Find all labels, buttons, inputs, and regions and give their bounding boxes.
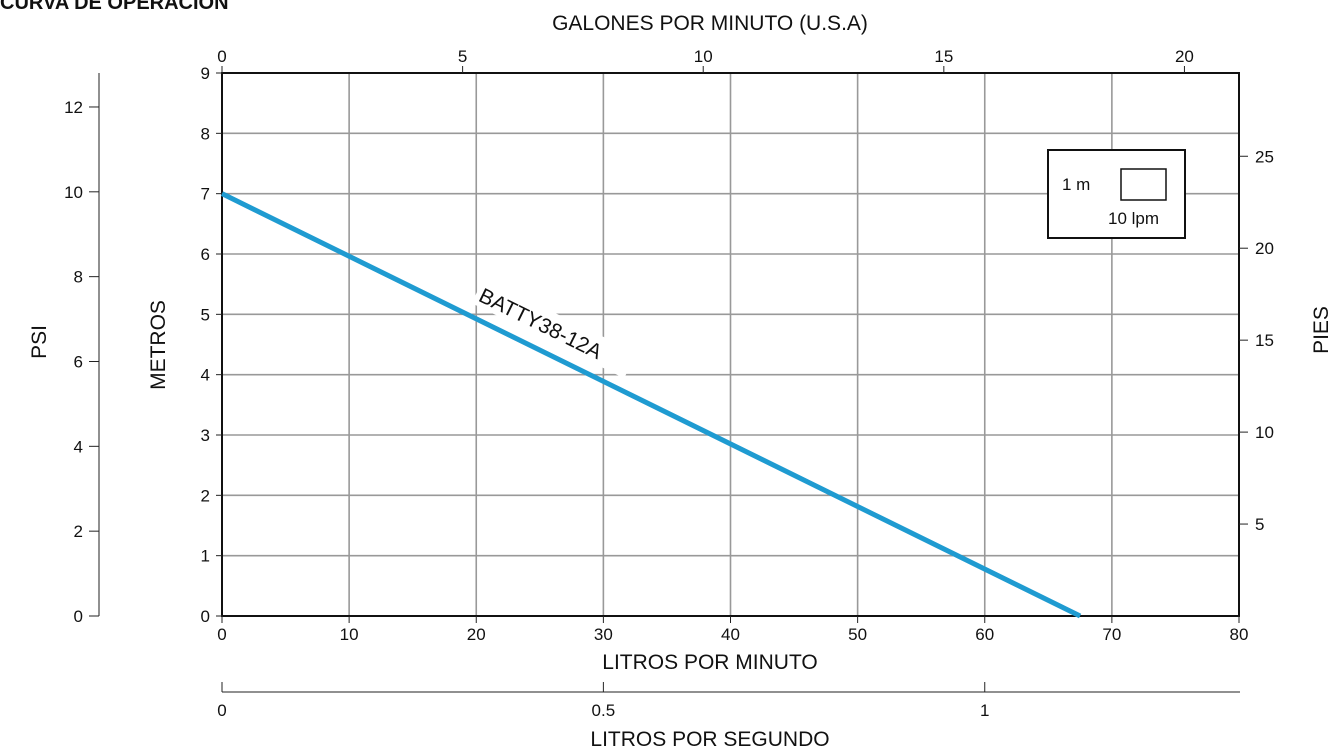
left-tick-label: 8 [201, 124, 210, 143]
psi-axis-title: PSI [28, 325, 51, 359]
legend-label-m: 1 m [1062, 175, 1090, 194]
right-tick-label: 20 [1255, 239, 1274, 258]
lps-tick-label: 0.5 [592, 701, 616, 720]
lps-axis-title: LITROS POR SEGUNDO [590, 728, 829, 751]
psi-tick-label: 0 [74, 607, 83, 626]
psi-tick-label: 8 [74, 268, 83, 287]
legend-box: 1 m 10 lpm [1047, 149, 1186, 239]
left-tick-label: 6 [201, 245, 210, 264]
bottom-tick-label: 40 [721, 625, 740, 644]
bottom-axis-title: LITROS POR MINUTO [602, 651, 817, 674]
bottom-tick-label: 20 [467, 625, 486, 644]
bottom-tick-label: 30 [594, 625, 613, 644]
series-layer: BATTY38-12A [220, 191, 1082, 619]
right-axis-title: PIES [1310, 306, 1333, 354]
right-tick-label: 25 [1255, 147, 1274, 166]
left-tick-label: 1 [201, 547, 210, 566]
psi-tick-label: 12 [64, 98, 83, 117]
legend-scale-cell [1120, 168, 1167, 201]
left-tick-label: 5 [201, 305, 210, 324]
right-tick-label: 5 [1255, 515, 1264, 534]
psi-tick-label: 10 [64, 183, 83, 202]
bottom-tick-label: 70 [1102, 625, 1121, 644]
left-tick-label: 3 [201, 426, 210, 445]
top-tick-label: 15 [934, 47, 953, 66]
series-label-bg [471, 278, 637, 379]
top-tick-label: 20 [1175, 47, 1194, 66]
left-tick-label: 0 [201, 607, 210, 626]
legend-label-lpm: 10 lpm [1108, 209, 1159, 228]
psi-tick-label: 2 [74, 522, 83, 541]
psi-tick-label: 6 [74, 352, 83, 371]
left-tick-label: 7 [201, 185, 210, 204]
top-tick-label: 5 [458, 47, 467, 66]
bottom-tick-label: 10 [340, 625, 359, 644]
chart-title: CURVA DE OPERACIÓN [0, 0, 229, 14]
left-tick-label: 9 [201, 64, 210, 83]
bottom-tick-label: 80 [1230, 625, 1249, 644]
lps-tick-label: 1 [980, 701, 989, 720]
left-tick-label: 2 [201, 486, 210, 505]
bottom-tick-label: 0 [217, 625, 226, 644]
bottom-tick-label: 60 [975, 625, 994, 644]
psi-tick-label: 4 [74, 437, 83, 456]
top-tick-label: 10 [694, 47, 713, 66]
lps-tick-label: 0 [217, 701, 226, 720]
right-tick-label: 15 [1255, 331, 1274, 350]
axes: 0 10 20 30 40 50 60 70 800 5 10 15 20012345678951015… [64, 47, 1274, 720]
left-axis-title: METROS [147, 300, 170, 390]
top-axis-title: GALONES POR MINUTO (U.S.A) [552, 12, 868, 35]
bottom-tick-label: 50 [848, 625, 867, 644]
right-tick-label: 10 [1255, 423, 1274, 442]
series-line [220, 191, 1082, 619]
left-tick-label: 4 [201, 366, 210, 385]
top-tick-label: 0 [217, 47, 226, 66]
